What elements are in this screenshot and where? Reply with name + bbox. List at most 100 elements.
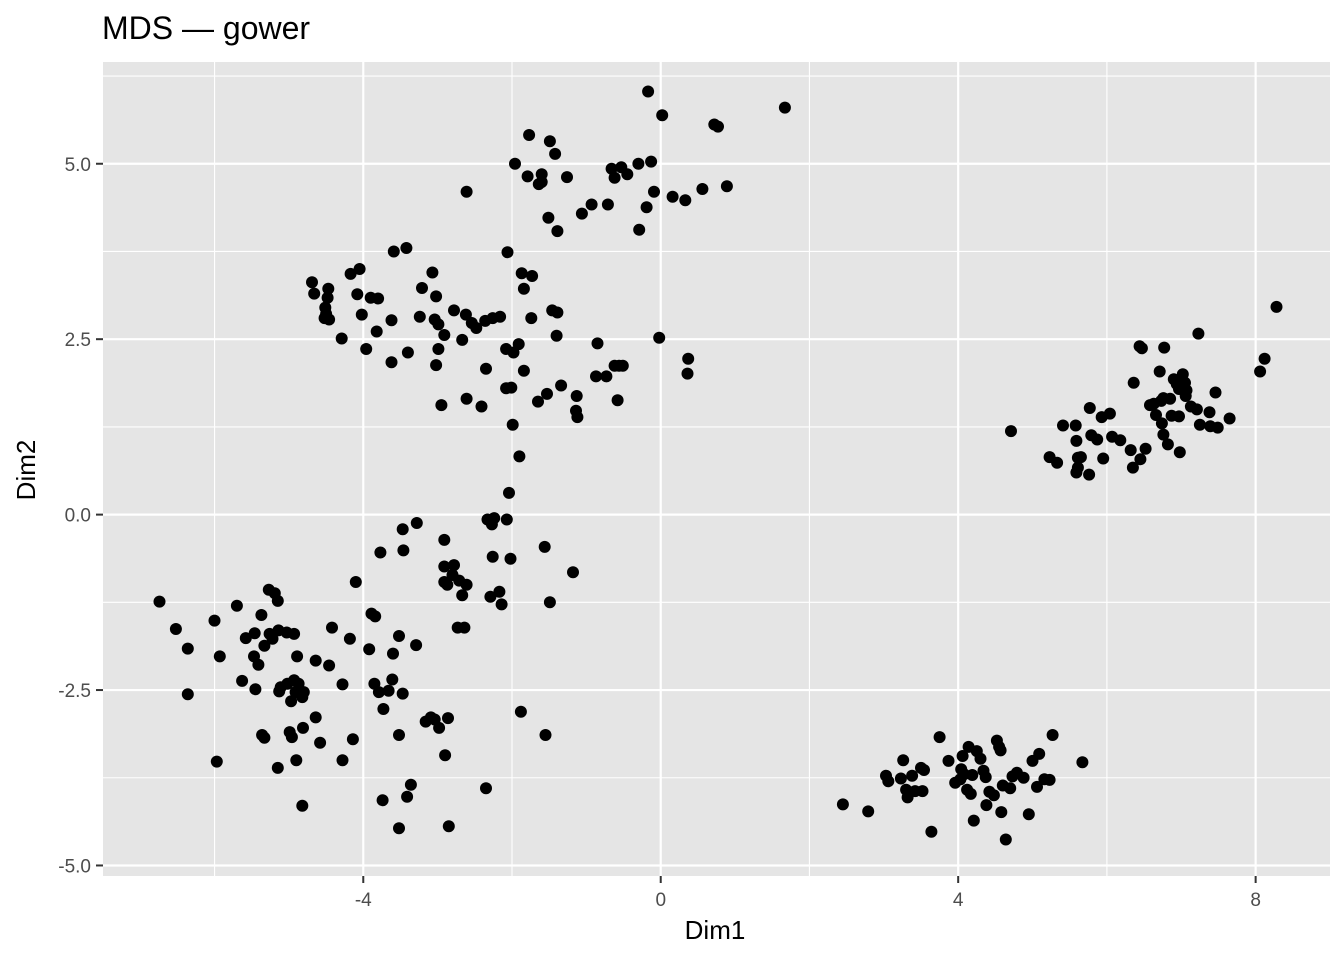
- data-point: [621, 168, 634, 181]
- data-point: [495, 598, 508, 611]
- data-point: [344, 267, 357, 280]
- data-point: [523, 129, 536, 141]
- data-point: [549, 147, 562, 160]
- data-point: [1164, 392, 1177, 405]
- data-point: [387, 245, 400, 258]
- data-point: [512, 338, 525, 351]
- data-point: [460, 578, 473, 591]
- y-tick-label: 0.0: [65, 506, 91, 527]
- data-point: [897, 754, 910, 767]
- data-point: [611, 394, 624, 407]
- data-point: [543, 135, 556, 148]
- data-point: [460, 392, 473, 405]
- data-point: [979, 771, 992, 784]
- data-point: [605, 162, 618, 175]
- data-point: [480, 362, 492, 375]
- data-point: [382, 684, 395, 697]
- data-point: [656, 109, 669, 122]
- data-point: [393, 822, 405, 835]
- data-point: [964, 787, 977, 800]
- data-point: [880, 769, 892, 782]
- data-point: [980, 799, 993, 812]
- data-point: [918, 764, 930, 776]
- data-point: [416, 282, 428, 294]
- data-point: [967, 814, 980, 827]
- data-point: [1173, 410, 1185, 423]
- data-point: [645, 155, 658, 168]
- data-point: [255, 609, 268, 621]
- data-point: [1126, 461, 1139, 474]
- data-point: [653, 331, 666, 344]
- data-point: [494, 310, 507, 323]
- data-point: [916, 785, 929, 798]
- data-point: [925, 825, 938, 838]
- data-point: [1135, 342, 1148, 355]
- data-point: [1211, 421, 1224, 434]
- data-point: [1155, 417, 1168, 430]
- data-point: [372, 686, 385, 699]
- data-point: [266, 632, 279, 645]
- data-point: [1127, 376, 1140, 389]
- data-point: [1180, 384, 1193, 397]
- data-point: [470, 322, 483, 334]
- data-point: [256, 729, 269, 741]
- data-point: [666, 190, 679, 203]
- data-point: [567, 566, 579, 579]
- data-point: [1270, 300, 1283, 313]
- data-point: [555, 379, 568, 392]
- data-point: [1057, 419, 1069, 432]
- data-point: [1134, 453, 1147, 466]
- data-point: [230, 599, 243, 612]
- x-tick-label: 4: [953, 890, 964, 911]
- data-point: [459, 308, 472, 321]
- data-point: [249, 683, 262, 696]
- data-point: [521, 170, 534, 183]
- y-axis-title: Dim2: [11, 440, 41, 501]
- data-point: [608, 171, 621, 184]
- data-point: [404, 778, 417, 791]
- data-point: [288, 674, 301, 687]
- data-point: [442, 820, 455, 833]
- data-point: [343, 632, 356, 645]
- data-point: [213, 650, 226, 663]
- data-point: [426, 266, 439, 279]
- data-point: [355, 308, 368, 321]
- data-point: [1258, 352, 1271, 365]
- data-point: [632, 157, 645, 170]
- data-point: [1139, 442, 1152, 455]
- data-point: [323, 659, 336, 672]
- data-point: [778, 101, 791, 114]
- data-point: [999, 833, 1012, 846]
- data-point: [309, 654, 322, 667]
- x-tick-label: 0: [655, 890, 666, 911]
- data-point: [351, 288, 364, 301]
- data-point: [322, 282, 335, 295]
- data-point: [601, 198, 614, 211]
- data-point: [987, 789, 1000, 802]
- data-point: [271, 594, 284, 607]
- data-points: [153, 85, 1283, 846]
- data-point: [550, 329, 563, 342]
- data-point: [517, 364, 530, 377]
- data-point: [571, 411, 584, 424]
- data-point: [296, 691, 309, 704]
- data-point: [377, 703, 390, 715]
- data-point: [974, 752, 987, 765]
- data-point: [681, 367, 694, 380]
- data-point: [532, 178, 545, 191]
- data-point: [513, 450, 526, 463]
- y-tick-label: 5.0: [65, 155, 91, 176]
- data-point: [570, 390, 583, 402]
- data-point: [1161, 438, 1174, 451]
- data-point: [369, 610, 382, 623]
- data-point: [994, 744, 1007, 757]
- data-point: [1046, 729, 1059, 741]
- data-point: [309, 711, 322, 724]
- data-point: [1150, 409, 1162, 421]
- data-point: [942, 754, 955, 767]
- data-point: [1083, 402, 1096, 414]
- data-point: [509, 157, 521, 170]
- data-point: [258, 639, 271, 652]
- data-point: [633, 223, 646, 236]
